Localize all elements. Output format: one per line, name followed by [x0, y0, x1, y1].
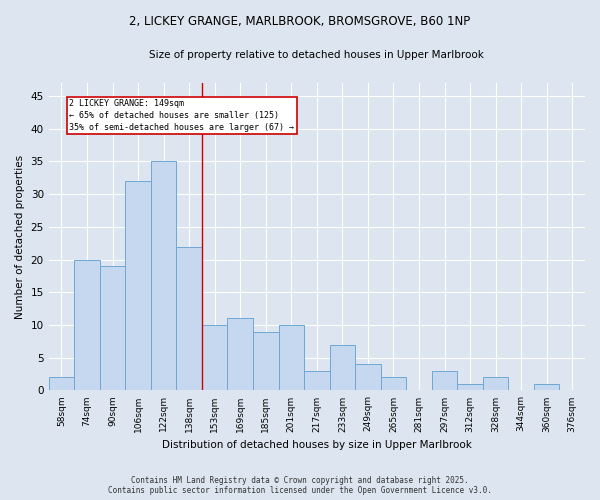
- Bar: [253, 332, 278, 390]
- X-axis label: Distribution of detached houses by size in Upper Marlbrook: Distribution of detached houses by size …: [162, 440, 472, 450]
- Bar: [304, 371, 329, 390]
- Bar: [125, 181, 151, 390]
- Bar: [202, 325, 227, 390]
- Text: 2, LICKEY GRANGE, MARLBROOK, BROMSGROVE, B60 1NP: 2, LICKEY GRANGE, MARLBROOK, BROMSGROVE,…: [130, 15, 470, 28]
- Bar: [278, 325, 304, 390]
- Text: Contains HM Land Registry data © Crown copyright and database right 2025.
Contai: Contains HM Land Registry data © Crown c…: [108, 476, 492, 495]
- Text: 2 LICKEY GRANGE: 149sqm
← 65% of detached houses are smaller (125)
35% of semi-d: 2 LICKEY GRANGE: 149sqm ← 65% of detache…: [69, 100, 294, 132]
- Bar: [227, 318, 253, 390]
- Bar: [355, 364, 380, 390]
- Bar: [329, 344, 355, 391]
- Bar: [100, 266, 125, 390]
- Bar: [534, 384, 559, 390]
- Bar: [457, 384, 483, 390]
- Title: Size of property relative to detached houses in Upper Marlbrook: Size of property relative to detached ho…: [149, 50, 484, 60]
- Bar: [176, 246, 202, 390]
- Bar: [432, 371, 457, 390]
- Y-axis label: Number of detached properties: Number of detached properties: [15, 154, 25, 319]
- Bar: [151, 162, 176, 390]
- Bar: [74, 260, 100, 390]
- Bar: [483, 378, 508, 390]
- Bar: [49, 378, 74, 390]
- Bar: [380, 378, 406, 390]
